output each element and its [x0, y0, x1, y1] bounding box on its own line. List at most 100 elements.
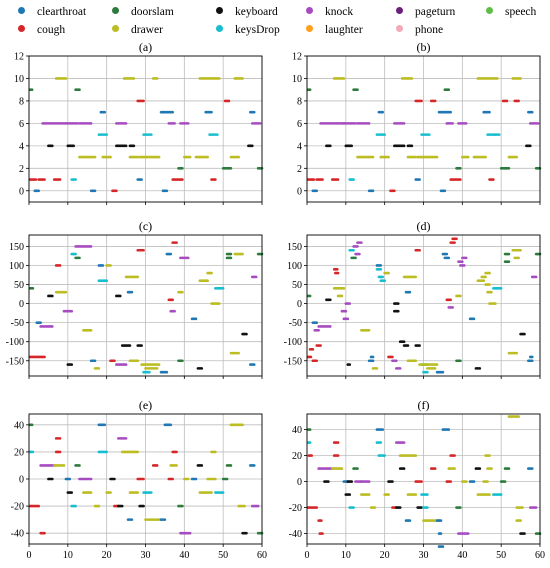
legend-item-speech: speech	[486, 6, 536, 18]
legend-label: pageturn	[415, 6, 456, 18]
panel-d: (d) -150 -100 -50 0 50 100 150	[284, 219, 542, 379]
y-tick-label: 4	[19, 141, 24, 152]
legend-swatch	[396, 25, 403, 32]
y-tick-label: -50	[11, 318, 24, 329]
y-tick-label: 40	[292, 425, 302, 436]
y-tick-label: 0	[19, 475, 24, 486]
panel-b: (b) 0 2 4 6 8 10 12	[292, 40, 542, 205]
y-tick-label: -40	[289, 529, 302, 540]
y-tick-label: 10	[292, 74, 302, 85]
legend-swatch	[216, 25, 223, 32]
x-tick-label: 0	[305, 550, 310, 561]
y-tick-label: 2	[19, 164, 24, 175]
x-tick-label: 40	[457, 550, 467, 561]
legend-label: laughter	[325, 24, 363, 36]
y-tick-label: 4	[297, 141, 302, 152]
legend-item-doorslam: doorslam	[112, 6, 174, 18]
axes-frame	[306, 55, 541, 203]
legend-swatch	[486, 7, 493, 14]
y-tick-label: 20	[14, 447, 24, 458]
legend-item-knock: knock	[306, 6, 353, 18]
x-tick-label: 40	[179, 550, 189, 561]
y-tick-label: -150	[284, 356, 302, 367]
legend-label: phone	[415, 24, 444, 36]
y-tick-label: 0	[297, 299, 302, 310]
legend-label: keysDrop	[235, 24, 280, 36]
x-tick-label: 10	[341, 550, 351, 561]
legend-label: knock	[325, 6, 354, 18]
legend-item-keyboard: keyboard	[216, 6, 278, 18]
x-tick-label: 0	[27, 550, 32, 561]
legend-swatch	[306, 7, 313, 14]
legend-item-laughter: laughter	[306, 24, 363, 36]
panel-e: (e) -40 -20 0 20 40 0 10 20 30 40 50 60	[11, 398, 267, 561]
legend-label: cough	[37, 24, 66, 36]
panel-title: (b)	[417, 40, 431, 54]
legend-item-phone: phone	[396, 24, 443, 36]
axes-frame	[28, 234, 263, 377]
legend-label: keyboard	[235, 6, 278, 18]
legend-swatch	[396, 7, 403, 14]
legend-swatch	[18, 25, 25, 32]
x-tick-label: 60	[535, 550, 545, 561]
legend-swatch	[112, 25, 119, 32]
axes-frame	[28, 55, 263, 203]
y-tick-label: 150	[287, 242, 302, 253]
y-tick-label: 8	[19, 96, 24, 107]
legend-label: clearthroat	[37, 6, 87, 18]
y-tick-label: 100	[287, 261, 302, 272]
y-tick-label: 100	[9, 261, 24, 272]
x-tick-label: 50	[496, 550, 506, 561]
y-tick-label: 6	[297, 119, 302, 130]
y-tick-label: 6	[19, 119, 24, 130]
x-tick-label: 20	[102, 550, 112, 561]
legend-item-drawer: drawer	[112, 24, 163, 36]
legend-item-keysdrop: keysDrop	[216, 24, 280, 36]
legend-item-clearthroat: clearthroat	[18, 6, 86, 18]
y-tick-label: -100	[6, 337, 24, 348]
y-tick-label: 0	[297, 477, 302, 488]
y-tick-label: -20	[289, 503, 302, 514]
panel-a: (a) 0 2 4 6 8 10 12	[14, 40, 264, 205]
x-tick-label: 10	[63, 550, 73, 561]
panel-title: (d)	[417, 219, 431, 233]
panel-f: (f) -40 -20 0 20 40 0 10 20 30 40 50 60	[289, 398, 545, 561]
y-tick-label: -20	[11, 502, 24, 513]
legend-label: speech	[505, 6, 537, 18]
x-tick-label: 60	[257, 550, 267, 561]
legend-item-pageturn: pageturn	[396, 6, 455, 18]
panel-title: (f)	[418, 398, 430, 412]
legend: clearthroat doorslam keyboard knock pageturn…	[0, 0, 550, 44]
legend-label: drawer	[131, 24, 163, 36]
y-tick-label: 2	[297, 164, 302, 175]
x-tick-label: 50	[218, 550, 228, 561]
y-tick-label: 12	[292, 52, 302, 63]
y-tick-label: 40	[14, 420, 24, 431]
legend-swatch	[112, 7, 119, 14]
y-tick-label: 0	[297, 186, 302, 197]
y-tick-label: -40	[11, 529, 24, 540]
x-tick-label: 20	[380, 550, 390, 561]
y-tick-label: 50	[14, 280, 24, 291]
y-tick-label: 12	[14, 52, 24, 63]
y-tick-label: 20	[292, 451, 302, 462]
y-tick-label: 150	[9, 242, 24, 253]
y-tick-label: 0	[19, 299, 24, 310]
legend-swatch	[18, 7, 25, 14]
axes-frame	[306, 413, 541, 545]
legend-swatch	[306, 25, 313, 32]
y-tick-label: 0	[19, 186, 24, 197]
y-tick-label: 10	[14, 74, 24, 85]
panel-title: (a)	[139, 40, 152, 54]
legend-item-cough: cough	[18, 24, 65, 36]
y-tick-label: -100	[284, 337, 302, 348]
y-tick-label: 8	[297, 96, 302, 107]
legend-swatch	[216, 7, 223, 14]
y-tick-label: -150	[6, 356, 24, 367]
panel-title: (c)	[139, 219, 152, 233]
x-tick-label: 30	[419, 550, 429, 561]
y-tick-label: -50	[289, 318, 302, 329]
panel-title: (e)	[139, 398, 152, 412]
legend-label: doorslam	[131, 6, 174, 18]
